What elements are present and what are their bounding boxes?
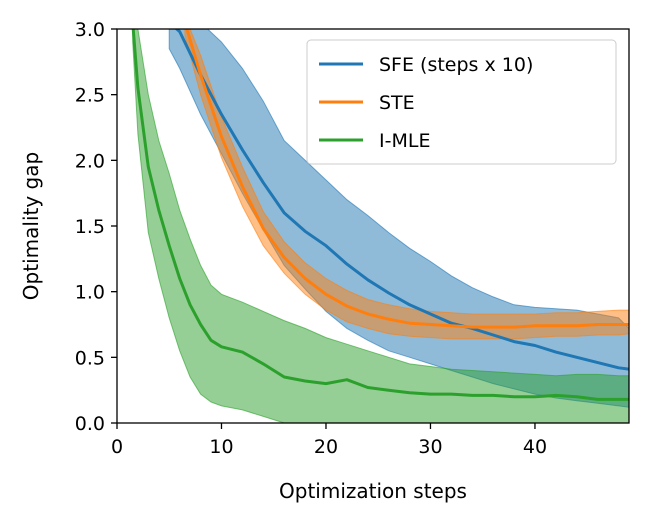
y-tick-label: 1.5 xyxy=(75,216,105,238)
y-tick-label: 0.0 xyxy=(75,413,105,435)
y-tick-label: 0.5 xyxy=(75,347,105,369)
x-tick-label: 30 xyxy=(418,436,442,458)
legend-box xyxy=(306,39,617,165)
x-axis: 0 10 20 30 40 xyxy=(111,423,547,458)
y-tick-label: 2.5 xyxy=(75,85,105,107)
band-series-2 xyxy=(132,29,629,423)
x-tick-label: 20 xyxy=(314,436,338,458)
legend-label: STE xyxy=(379,92,415,114)
x-tick-label: 0 xyxy=(111,436,123,458)
y-axis: 0.0 0.5 1.0 1.5 2.0 2.5 3.0 xyxy=(75,19,117,435)
x-tick-label: 40 xyxy=(523,436,547,458)
band-series-1 xyxy=(184,29,629,340)
series-lines xyxy=(131,29,629,401)
legend-label: SFE (steps x 10) xyxy=(379,54,533,76)
y-tick-label: 1.0 xyxy=(75,282,105,304)
legend: SFE (steps x 10) STE I-MLE xyxy=(306,39,617,165)
confidence-bands xyxy=(132,29,629,423)
y-tick-label: 2.0 xyxy=(75,150,105,172)
line-series-0 xyxy=(174,29,629,371)
y-tick-label: 3.0 xyxy=(75,19,105,41)
x-tick-label: 10 xyxy=(209,436,233,458)
line-series-2 xyxy=(131,29,629,401)
legend-label: I-MLE xyxy=(379,130,430,152)
y-axis-label: Optimality gap xyxy=(19,152,43,300)
x-axis-label: Optimization steps xyxy=(279,479,467,503)
line-series-1 xyxy=(185,29,629,329)
